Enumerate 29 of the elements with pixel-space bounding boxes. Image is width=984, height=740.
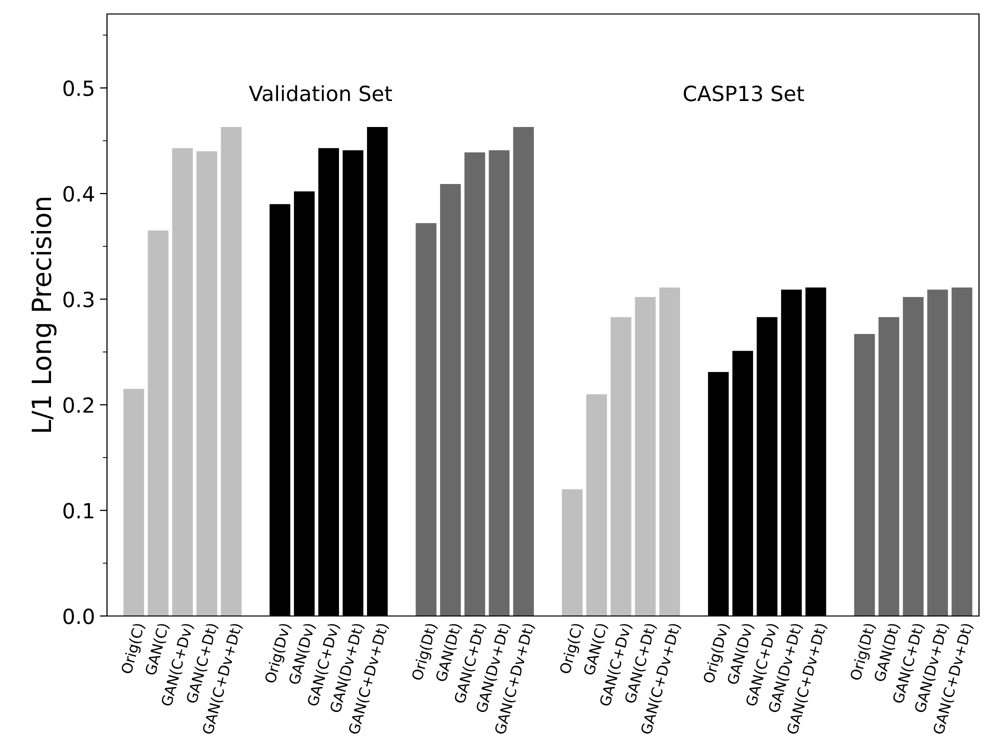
bar (220, 127, 242, 616)
bar (123, 388, 144, 616)
bar (634, 297, 656, 616)
bar (488, 150, 510, 616)
bar (927, 290, 948, 616)
bar (878, 317, 900, 616)
annotation: Validation Set (248, 85, 392, 102)
bar (902, 297, 924, 616)
bar (952, 288, 972, 616)
bar (586, 394, 607, 616)
y-tick-label: 0.4 (63, 186, 94, 202)
bar (148, 230, 169, 616)
bar (196, 151, 218, 616)
bar (440, 184, 461, 616)
y-tick-label: 0.2 (63, 397, 94, 413)
bar (172, 148, 193, 616)
annotation: CASP13 Set (684, 86, 804, 102)
y-axis-title: L/1 Long Precision (30, 198, 57, 432)
y-tick-label: 0.3 (63, 292, 94, 308)
y-tick-label: 0.0 (63, 608, 94, 624)
bar (416, 223, 436, 616)
bar (562, 489, 583, 616)
y-tick-label: 0.1 (63, 502, 94, 519)
bar (464, 152, 486, 616)
bar (854, 334, 875, 616)
bar (513, 127, 534, 616)
y-tick-label: 0.5 (63, 80, 94, 96)
bar (659, 288, 680, 616)
bar (610, 317, 632, 616)
